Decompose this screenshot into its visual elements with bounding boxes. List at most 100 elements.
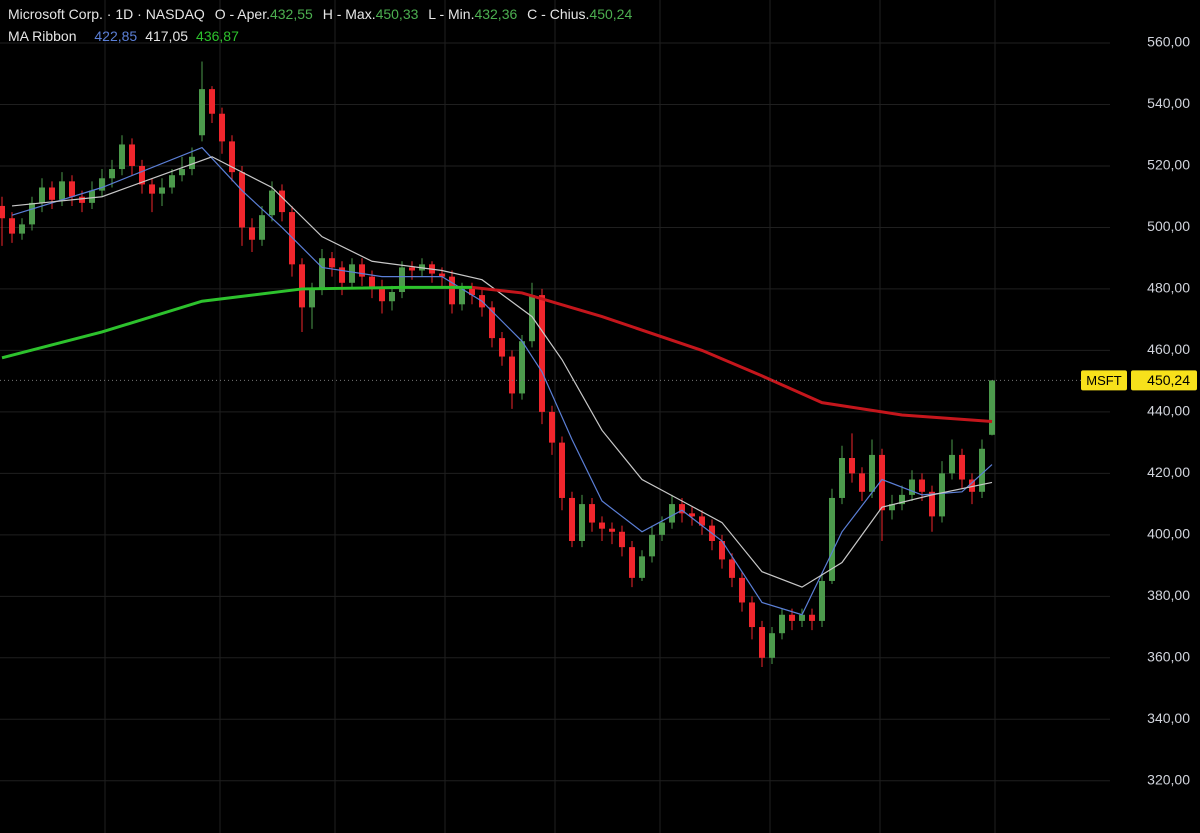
candle-body (279, 190, 285, 213)
candle-body (559, 442, 565, 498)
candle-body (629, 547, 635, 578)
y-tick-label: 320,00 (1147, 771, 1190, 787)
ma-line (471, 285, 993, 424)
candle-body (749, 602, 755, 628)
candle-body (499, 338, 505, 357)
ohlc-value: 432,55 (269, 6, 313, 22)
candle-body (149, 184, 155, 194)
candle-body (179, 169, 185, 176)
candle-body (869, 454, 875, 492)
candle-body (89, 190, 95, 203)
ohlc-label: C - Chius. (527, 6, 590, 22)
candle-body (849, 457, 855, 474)
candle-body (379, 288, 385, 302)
candle-body (209, 89, 215, 114)
candle-body (99, 178, 105, 191)
candle-body (29, 202, 35, 225)
candle-body (959, 454, 965, 480)
candle-body (859, 473, 865, 492)
candle-body (459, 288, 465, 305)
symbol-tag: MSFT (1086, 373, 1121, 388)
candle-body (609, 528, 615, 532)
candle-body (699, 516, 705, 526)
y-tick-label: 460,00 (1147, 341, 1190, 357)
candle-body (879, 454, 885, 511)
candle-body (359, 264, 365, 277)
candle-body (979, 448, 985, 492)
candle-body (909, 479, 915, 495)
candle-body (679, 504, 685, 514)
y-tick-label: 400,00 (1147, 526, 1190, 542)
ma-line (11, 156, 993, 588)
y-tick-label: 520,00 (1147, 157, 1190, 173)
candle-body (19, 224, 25, 234)
candle-body (549, 411, 555, 443)
candle-body (49, 187, 55, 200)
candle-body (39, 187, 45, 203)
y-tick-label: 420,00 (1147, 464, 1190, 480)
candle-body (689, 513, 695, 517)
candle-body (169, 175, 175, 188)
candle-body (409, 267, 415, 271)
candle-body (839, 457, 845, 498)
candle-body (59, 181, 65, 200)
ma-title: MA Ribbon (8, 28, 77, 44)
candle-body (899, 494, 905, 505)
symbol-title: Microsoft Corp. · 1D · NASDAQ (8, 6, 205, 22)
candle-body (389, 292, 395, 302)
candle-body (939, 473, 945, 517)
candle-body (599, 522, 605, 529)
candle-body (79, 196, 85, 203)
candle-body (669, 504, 675, 523)
ohlc-value: 450,24 (589, 6, 633, 22)
ohlc-value: 432,36 (474, 6, 518, 22)
ma-ribbon (1, 146, 993, 616)
candle-body (489, 307, 495, 339)
candle-body (519, 341, 525, 394)
candle-body (9, 218, 15, 234)
candle-body (539, 295, 545, 412)
candle-body (0, 205, 5, 219)
candle-body (189, 156, 195, 170)
price-tag-bg (1131, 370, 1197, 391)
candle-body (649, 534, 655, 557)
candle-body (769, 633, 775, 658)
candle-body (269, 190, 275, 216)
candle-body (619, 531, 625, 548)
candle-body (299, 264, 305, 308)
candle-body (949, 454, 955, 474)
candle-body (319, 258, 325, 289)
ohlc-label: L - Min. (428, 6, 475, 22)
y-tick-label: 540,00 (1147, 95, 1190, 111)
candle-body (469, 288, 475, 296)
candle-body (779, 614, 785, 634)
candle-body (129, 144, 135, 166)
candle-body (639, 556, 645, 578)
candle-body (809, 614, 815, 621)
candle-body (989, 380, 995, 435)
ma-value: 436,87 (196, 28, 239, 44)
candle-body (399, 267, 405, 293)
candle-body (249, 227, 255, 240)
candle-body (239, 172, 245, 228)
candle-body (929, 491, 935, 517)
candle-body (449, 276, 455, 305)
candle-body (659, 522, 665, 535)
candle-body (579, 504, 585, 541)
ohlc-label: O - Aper. (214, 6, 270, 22)
candle-body (199, 89, 205, 136)
ma-value: 422,85 (94, 28, 138, 44)
candle-body (719, 540, 725, 560)
y-tick-label: 500,00 (1147, 218, 1190, 234)
candle-body (819, 580, 825, 621)
price-tag: 450,24 (1147, 372, 1190, 388)
candle-body (339, 267, 345, 283)
ohlc-value: 450,33 (375, 6, 419, 22)
candle-body (369, 276, 375, 289)
candle-body (759, 627, 765, 658)
candle-body (119, 144, 125, 170)
y-tick-label: 380,00 (1147, 587, 1190, 603)
candle-body (439, 273, 445, 277)
